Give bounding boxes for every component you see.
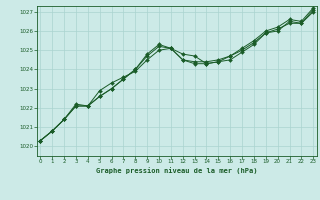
X-axis label: Graphe pression niveau de la mer (hPa): Graphe pression niveau de la mer (hPa) bbox=[96, 167, 258, 174]
